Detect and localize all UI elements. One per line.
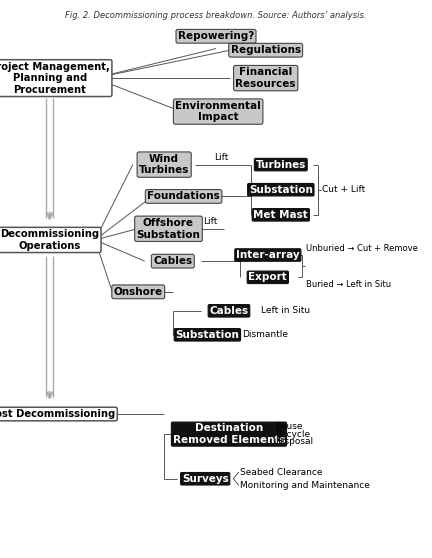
Text: Substation: Substation — [175, 330, 239, 340]
Text: Destination
Removed Elements: Destination Removed Elements — [173, 424, 285, 445]
Text: Export: Export — [248, 272, 287, 282]
Text: Repowering?: Repowering? — [178, 31, 254, 41]
Text: Onshore: Onshore — [114, 287, 163, 297]
Text: Monitoring and Maintenance: Monitoring and Maintenance — [240, 481, 370, 490]
Text: Cut + Lift: Cut + Lift — [322, 185, 365, 194]
Text: Inter-array: Inter-array — [236, 250, 300, 260]
Text: Post Decommissioning: Post Decommissioning — [0, 409, 115, 419]
Text: Recycle: Recycle — [276, 430, 311, 439]
Text: Project Management,
Planning and
Procurement: Project Management, Planning and Procure… — [0, 61, 110, 95]
Text: Buried → Left in Situ: Buried → Left in Situ — [306, 280, 391, 288]
Text: Left in Situ: Left in Situ — [261, 306, 311, 315]
Text: Disposal: Disposal — [276, 437, 314, 446]
Text: Lift: Lift — [203, 217, 218, 226]
Text: Environmental
Impact: Environmental Impact — [175, 101, 261, 122]
Text: Offshore
Substation: Offshore Substation — [137, 218, 200, 239]
Text: Decommissioning
Operations: Decommissioning Operations — [0, 229, 99, 251]
Text: Foundations: Foundations — [147, 191, 220, 201]
Text: Unburied → Cut + Remove: Unburied → Cut + Remove — [306, 244, 418, 253]
Text: Substation: Substation — [249, 185, 313, 195]
Text: Regulations: Regulations — [231, 45, 301, 55]
Text: Cables: Cables — [153, 256, 192, 266]
Text: Lift: Lift — [214, 153, 229, 162]
Text: Dismantle: Dismantle — [242, 330, 288, 339]
Text: Cables: Cables — [210, 306, 248, 316]
Text: Seabed Clearance: Seabed Clearance — [240, 468, 322, 477]
Text: Met Mast: Met Mast — [254, 210, 308, 220]
Text: Fig. 2. Decommissioning process breakdown. Source: Authors’ analysis.: Fig. 2. Decommissioning process breakdow… — [65, 11, 367, 20]
Text: Turbines: Turbines — [256, 160, 306, 170]
Text: Surveys: Surveys — [182, 474, 229, 484]
Text: Reuse: Reuse — [276, 422, 303, 431]
Text: Financial
Resources: Financial Resources — [235, 68, 296, 89]
Text: Wind
Turbines: Wind Turbines — [139, 154, 189, 175]
